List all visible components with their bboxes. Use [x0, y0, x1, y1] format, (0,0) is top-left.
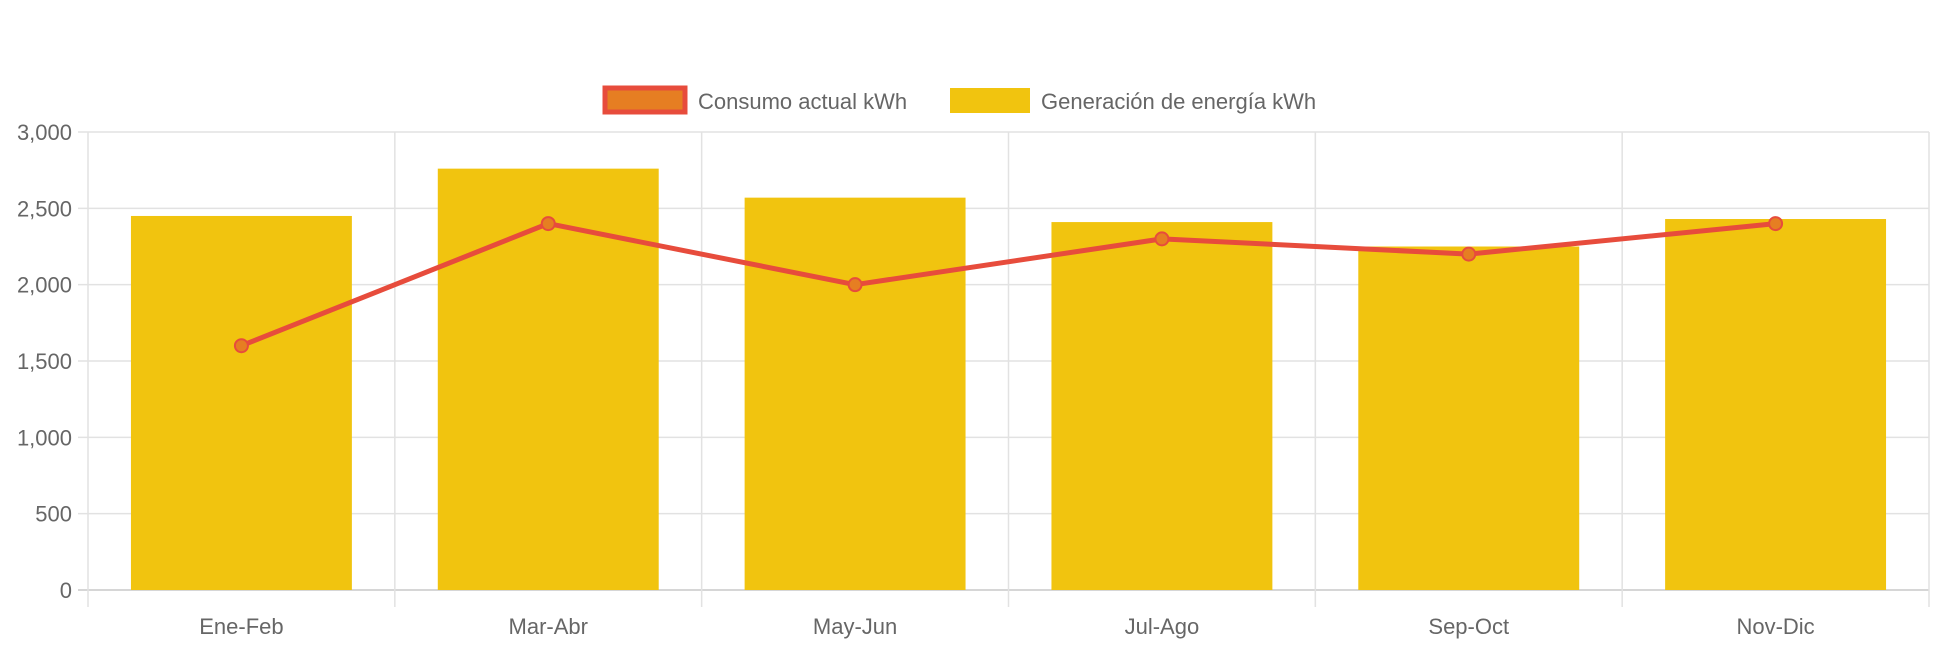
consumo-point-nov-dic — [1768, 216, 1784, 232]
bar-mar-abr — [437, 168, 659, 590]
bar-sep-oct — [1358, 246, 1580, 590]
line-series — [233, 216, 1784, 354]
legend[interactable]: Consumo actual kWh Generación de energía … — [602, 85, 1316, 115]
y-tick-label: 500 — [35, 502, 72, 527]
consumo-point-jul-ago — [1154, 231, 1170, 247]
legend-swatch-consumo — [602, 85, 688, 115]
x-tick-label: Ene-Feb — [199, 614, 283, 639]
consumo-point-ene-feb — [233, 338, 249, 354]
bar-jul-ago — [1051, 222, 1273, 590]
legend-label-consumo: Consumo actual kWh — [698, 89, 907, 114]
legend-label-generacion: Generación de energía kWh — [1041, 89, 1316, 114]
legend-swatch-generacion — [950, 88, 1030, 113]
x-tick-label: Sep-Oct — [1428, 614, 1509, 639]
consumo-point-sep-oct — [1461, 246, 1477, 262]
grid — [78, 131, 1930, 607]
axes: 0 500 1,000 1,500 2,000 2,500 3,000 Ene-Feb Mar-… — [17, 120, 1815, 639]
consumo-line — [240, 221, 1776, 349]
x-tick-label: May-Jun — [813, 614, 897, 639]
y-tick-label: 0 — [60, 578, 72, 603]
y-tick-label: 2,500 — [17, 196, 72, 221]
y-tick-label: 1,500 — [17, 349, 72, 374]
x-tick-label: Nov-Dic — [1736, 614, 1814, 639]
bar-ene-feb — [130, 215, 352, 590]
bar-may-jun — [744, 197, 966, 590]
x-tick-label: Mar-Abr — [509, 614, 588, 639]
y-tick-label: 3,000 — [17, 120, 72, 145]
bars — [130, 168, 1887, 590]
y-tick-label: 1,000 — [17, 425, 72, 450]
consumo-point-mar-abr — [540, 216, 556, 232]
consumo-point-may-jun — [847, 277, 863, 293]
y-tick-label: 2,000 — [17, 273, 72, 298]
bar-nov-dic — [1665, 219, 1887, 590]
x-tick-label: Jul-Ago — [1125, 614, 1200, 639]
